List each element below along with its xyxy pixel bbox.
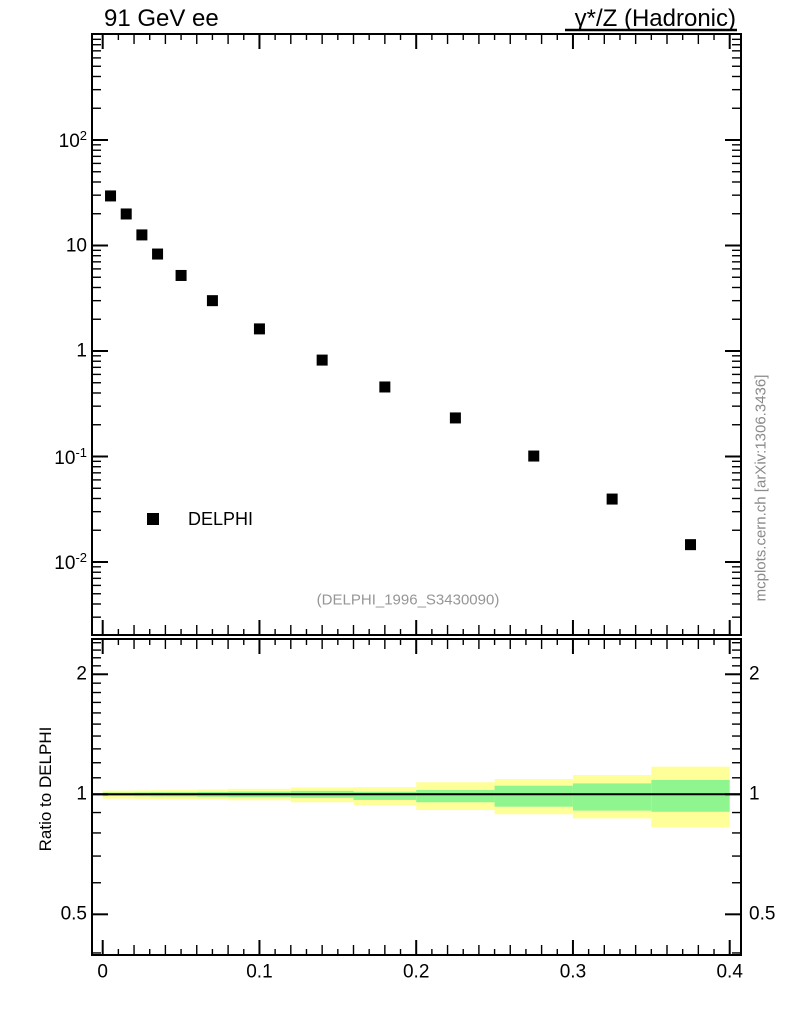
main-y-tick-label: 10 bbox=[65, 235, 87, 256]
ratio-inner-band bbox=[494, 785, 573, 807]
main-y-tick-label: 102 bbox=[58, 127, 87, 153]
main-y-tick-label: 1 bbox=[76, 340, 87, 362]
x-tick-label: 0.4 bbox=[716, 961, 743, 983]
legend: DELPHI bbox=[147, 509, 254, 529]
main-frame bbox=[91, 33, 742, 636]
data-point-marker bbox=[105, 190, 117, 202]
ratio-inner-band bbox=[572, 783, 652, 811]
data-point-marker bbox=[175, 269, 187, 281]
analysis-watermark: (DELPHI_1996_S3430090) bbox=[316, 591, 500, 609]
data-point-marker bbox=[528, 450, 540, 462]
data-point-marker bbox=[685, 539, 697, 551]
process-title: γ*/Z (Hadronic) bbox=[574, 5, 736, 32]
data-point-marker bbox=[120, 208, 132, 220]
ratio-inner-band bbox=[651, 780, 730, 812]
data-point-marker bbox=[206, 295, 218, 307]
data-point-marker bbox=[136, 229, 148, 241]
data-point-marker bbox=[606, 493, 618, 505]
main-y-tick-label: 10-2 bbox=[54, 549, 87, 575]
data-point-marker bbox=[253, 323, 265, 335]
ratio-y-tick-label: 0.5 bbox=[749, 903, 776, 925]
ratio-y-tick-label: 2 bbox=[749, 663, 760, 685]
ratio-axis-title: Ratio to DELPHI bbox=[36, 726, 55, 852]
ratio-y-tick-label: 2 bbox=[76, 663, 87, 685]
ratio-y-tick-label: 1 bbox=[749, 783, 760, 805]
x-tick-label: 0.1 bbox=[246, 961, 273, 983]
beam-title: 91 GeV ee bbox=[104, 5, 219, 32]
data-point-marker bbox=[449, 412, 461, 424]
ratio-y-tick-label: 1 bbox=[76, 783, 87, 805]
legend-square-marker-icon bbox=[147, 513, 159, 525]
x-tick-label: 0 bbox=[97, 961, 108, 983]
data-point-marker bbox=[152, 248, 164, 260]
main-y-tick-label: 10-1 bbox=[54, 444, 87, 469]
ratio-inner-band bbox=[416, 790, 495, 803]
x-tick-label: 0.3 bbox=[559, 961, 587, 983]
ratio-inner-band bbox=[353, 791, 417, 800]
x-tick-label: 0.2 bbox=[402, 961, 430, 983]
mcplots-arxiv-note: mcplots.cern.ch [arXiv:1306.3436] bbox=[752, 374, 770, 602]
legend-label: DELPHI bbox=[188, 509, 254, 529]
data-point-marker bbox=[316, 354, 328, 366]
ratio-y-tick-label: 0.5 bbox=[60, 903, 87, 925]
data-point-marker bbox=[379, 381, 391, 393]
